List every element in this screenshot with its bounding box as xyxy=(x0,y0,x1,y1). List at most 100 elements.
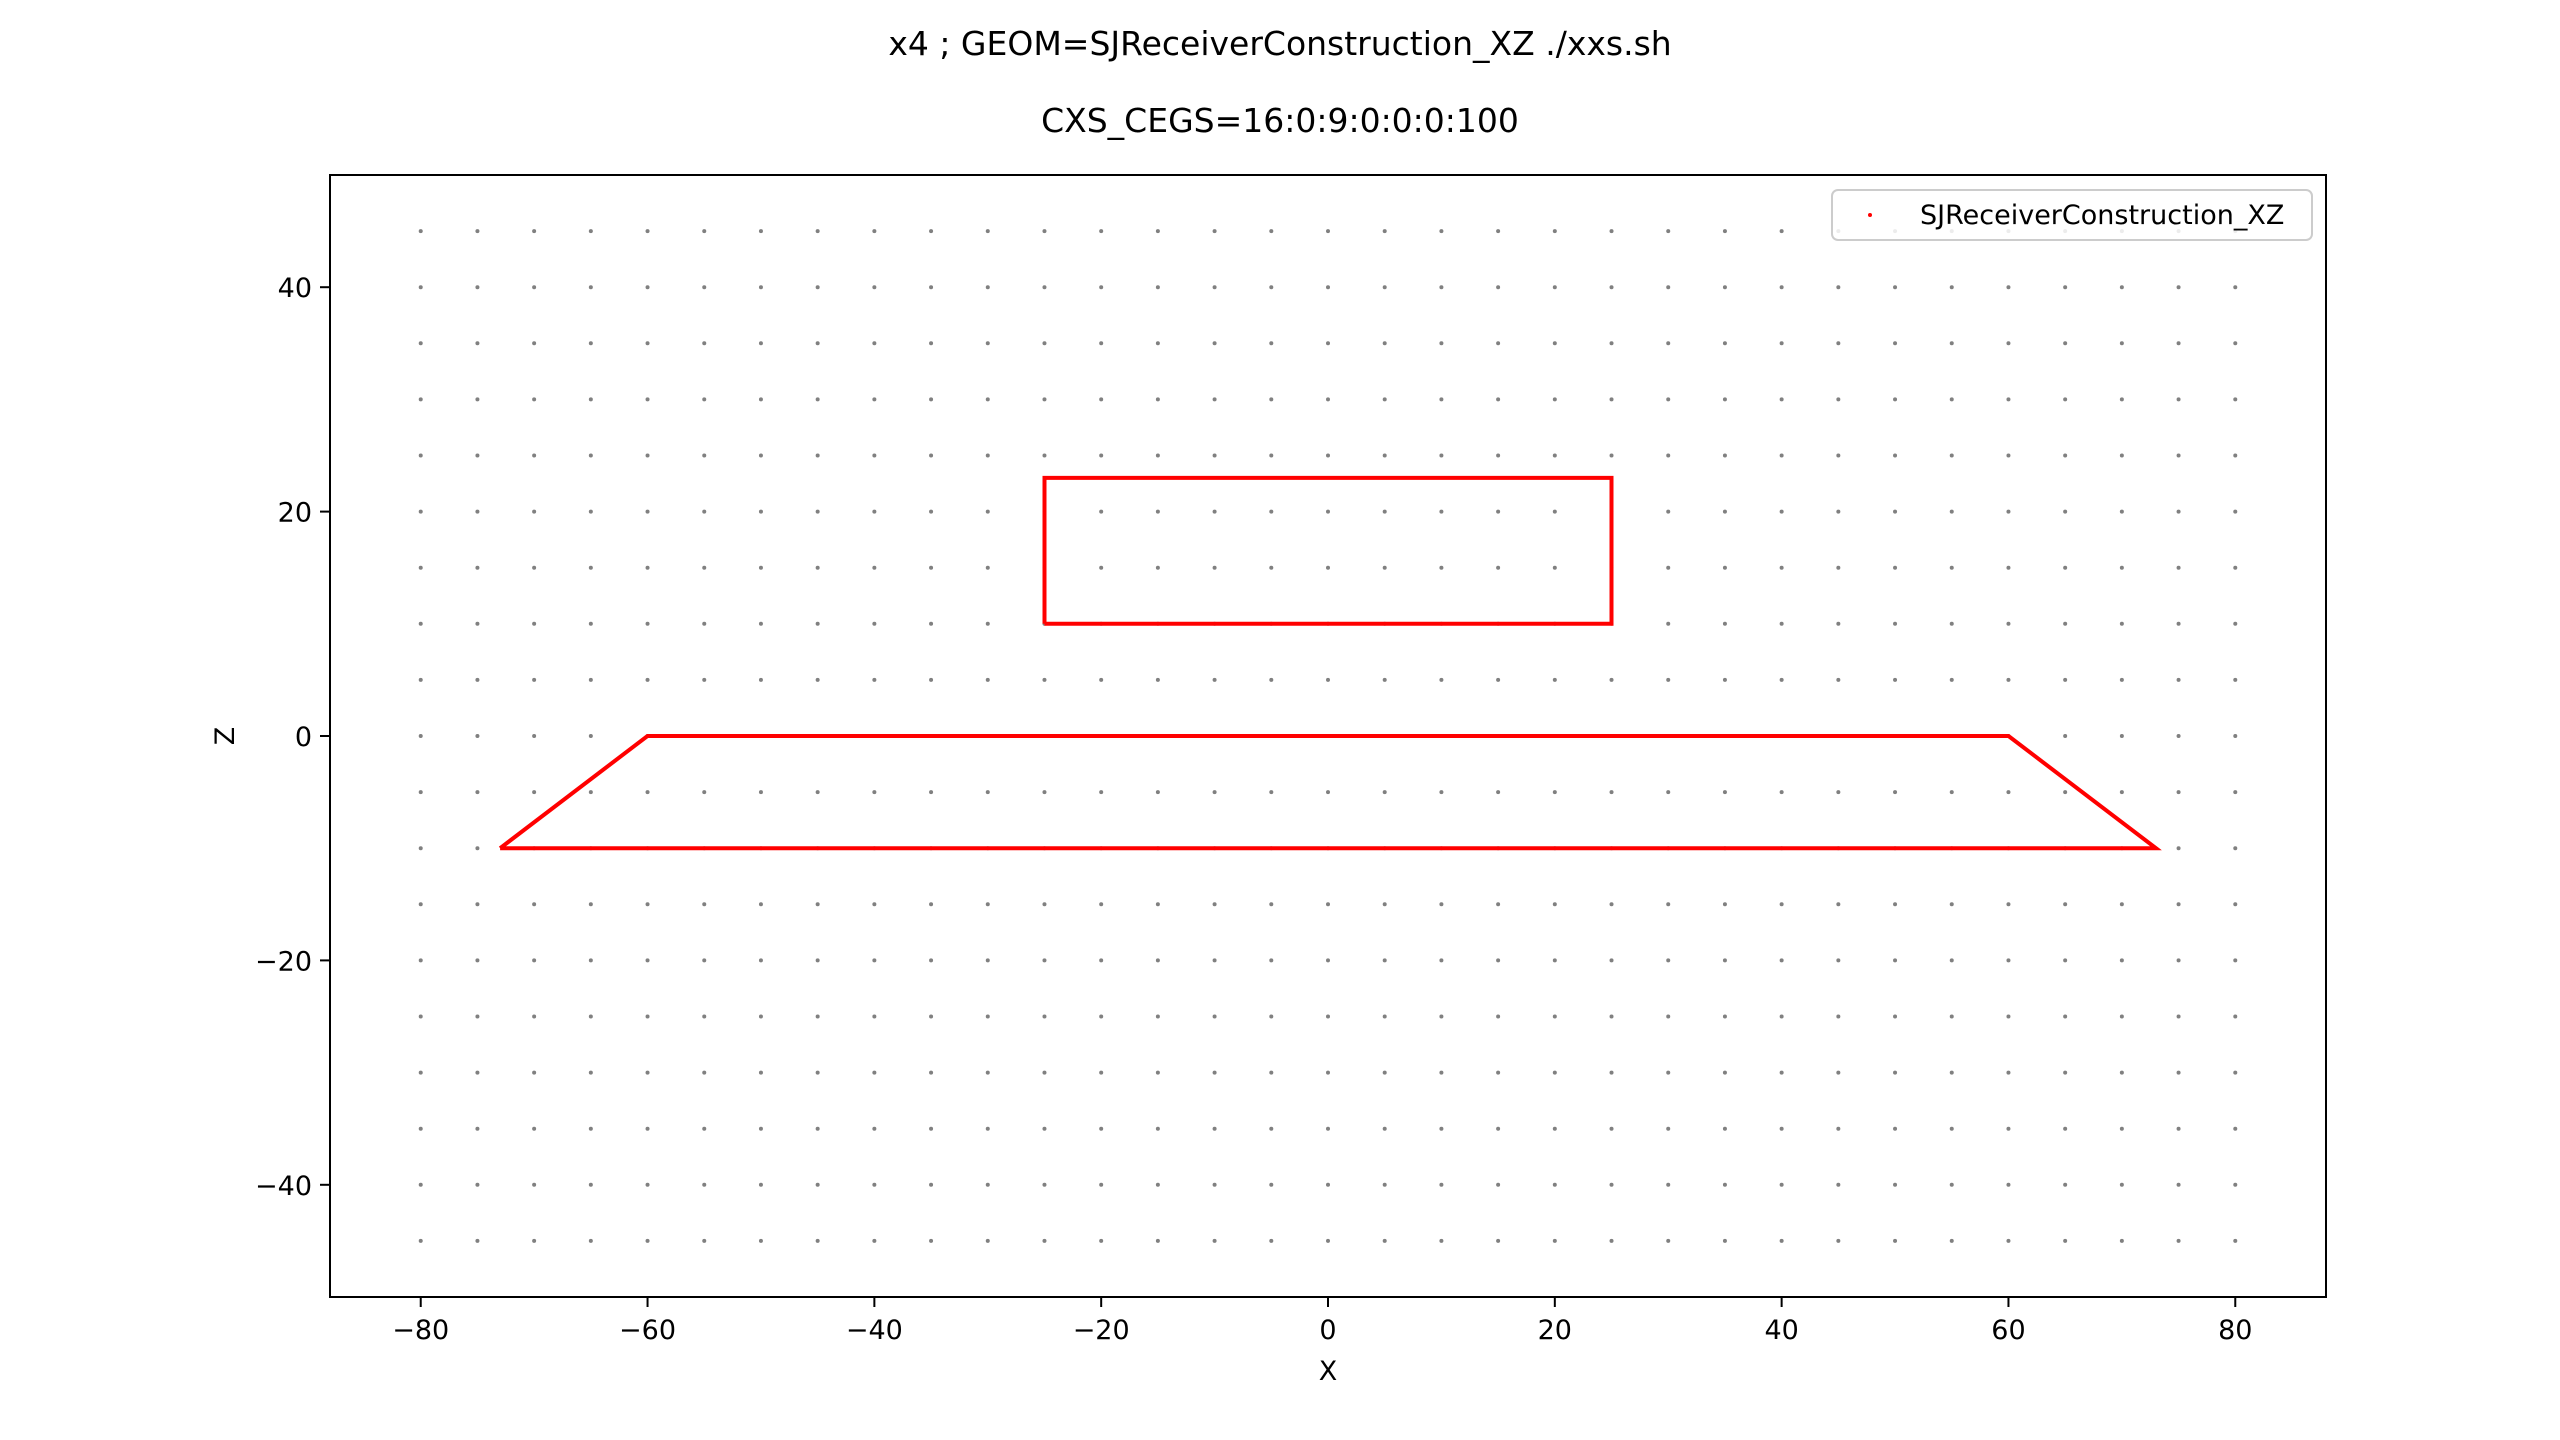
genstep-point xyxy=(2119,565,2124,570)
genstep-point xyxy=(2063,677,2068,682)
genstep-point xyxy=(1552,958,1557,963)
genstep-point xyxy=(588,1126,593,1131)
genstep-point xyxy=(1042,229,1047,234)
genstep-point xyxy=(1212,453,1217,458)
genstep-point xyxy=(985,509,990,514)
genstep-point xyxy=(929,453,934,458)
genstep-point xyxy=(2233,677,2238,682)
genstep-point xyxy=(1836,1126,1841,1131)
genstep-point xyxy=(1949,1126,1954,1131)
genstep-point xyxy=(2006,341,2011,346)
genstep-point xyxy=(1326,1014,1330,1019)
genstep-point xyxy=(1212,341,1217,346)
genstep-point xyxy=(815,1014,820,1019)
genstep-point xyxy=(702,341,707,346)
genstep-point xyxy=(532,565,537,570)
genstep-point xyxy=(1552,229,1557,234)
genstep-point xyxy=(588,341,593,346)
genstep-point xyxy=(2063,621,2068,626)
genstep-point xyxy=(1155,341,1160,346)
genstep-point xyxy=(1326,509,1330,514)
genstep-point xyxy=(418,621,423,626)
genstep-point xyxy=(2006,285,2011,290)
genstep-point xyxy=(1949,1070,1954,1075)
genstep-point xyxy=(588,509,593,514)
genstep-point xyxy=(929,285,934,290)
genstep-point xyxy=(872,341,877,346)
genstep-point xyxy=(2063,397,2068,402)
genstep-point xyxy=(2119,397,2124,402)
genstep-point xyxy=(1042,1070,1047,1075)
genstep-point xyxy=(929,1070,934,1075)
genstep-point xyxy=(418,958,423,963)
genstep-point xyxy=(418,1126,423,1131)
genstep-point xyxy=(758,1070,763,1075)
genstep-point xyxy=(588,453,593,458)
genstep-point xyxy=(1269,1014,1274,1019)
genstep-point xyxy=(1496,790,1501,795)
genstep-point xyxy=(1666,958,1671,963)
genstep-point xyxy=(1212,1238,1217,1243)
genstep-point xyxy=(758,229,763,234)
genstep-point xyxy=(985,1238,990,1243)
intersection-outline-1 xyxy=(1042,475,1614,626)
genstep-point xyxy=(532,1126,537,1131)
genstep-point xyxy=(1155,902,1160,907)
genstep-point xyxy=(1212,677,1217,682)
genstep-point xyxy=(872,902,877,907)
genstep-point xyxy=(2006,1014,2011,1019)
genstep-point xyxy=(1439,1238,1444,1243)
genstep-point xyxy=(758,509,763,514)
genstep-point xyxy=(1269,677,1274,682)
genstep-point xyxy=(1439,1182,1444,1187)
genstep-point xyxy=(1326,285,1330,290)
x-axis-ticks: −80 −60 −40 −20 0 20 40 60 80 xyxy=(392,1297,2252,1346)
genstep-point xyxy=(1949,285,1954,290)
genstep-point xyxy=(1836,453,1841,458)
genstep-point xyxy=(929,1126,934,1131)
genstep-point xyxy=(588,1070,593,1075)
genstep-point xyxy=(1382,1014,1387,1019)
genstep-point xyxy=(645,453,650,458)
genstep-point xyxy=(1779,1238,1784,1243)
genstep-point xyxy=(532,1238,537,1243)
genstep-point xyxy=(1779,229,1784,234)
genstep-point xyxy=(929,958,934,963)
genstep-grid xyxy=(418,229,2238,1243)
genstep-point xyxy=(532,790,537,795)
genstep-point xyxy=(1382,1070,1387,1075)
genstep-point xyxy=(2176,565,2181,570)
genstep-point xyxy=(758,453,763,458)
genstep-point xyxy=(1269,1182,1274,1187)
genstep-point xyxy=(1269,902,1274,907)
genstep-point xyxy=(985,1014,990,1019)
genstep-point xyxy=(2063,565,2068,570)
genstep-point xyxy=(872,229,877,234)
genstep-point xyxy=(1382,902,1387,907)
genstep-point xyxy=(1439,958,1444,963)
genstep-point xyxy=(645,790,650,795)
genstep-point xyxy=(702,1126,707,1131)
genstep-point xyxy=(1155,453,1160,458)
genstep-point xyxy=(588,958,593,963)
genstep-point xyxy=(1666,1126,1671,1131)
genstep-point xyxy=(985,341,990,346)
genstep-point xyxy=(2063,341,2068,346)
genstep-point xyxy=(1439,509,1444,514)
genstep-point xyxy=(2006,958,2011,963)
genstep-point xyxy=(1666,1070,1671,1075)
genstep-point xyxy=(1269,1070,1274,1075)
genstep-point xyxy=(1212,902,1217,907)
genstep-point xyxy=(645,1238,650,1243)
genstep-point xyxy=(532,341,537,346)
genstep-point xyxy=(1042,397,1047,402)
genstep-point xyxy=(815,509,820,514)
genstep-point xyxy=(2176,734,2181,738)
genstep-point xyxy=(929,397,934,402)
genstep-point xyxy=(1949,621,1954,626)
genstep-point xyxy=(1155,1238,1160,1243)
genstep-point xyxy=(1949,341,1954,346)
genstep-point xyxy=(418,1014,423,1019)
genstep-point xyxy=(1496,565,1501,570)
